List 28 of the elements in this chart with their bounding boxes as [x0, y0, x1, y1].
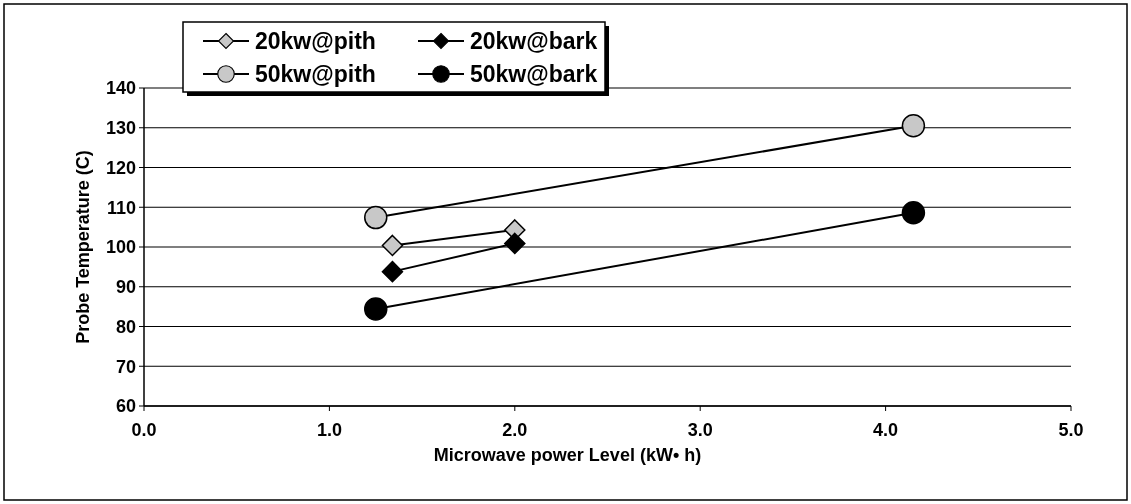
- y-tick-label: 90: [115, 277, 136, 298]
- x-tick-label: 0.0: [131, 420, 157, 440]
- x-axis-title: Microwave power Level (kW• h): [433, 445, 702, 465]
- y-tick-label: 130: [105, 118, 136, 139]
- legend-label: 20kw@bark: [470, 28, 598, 55]
- point: [901, 114, 926, 138]
- y-tick-label: 100: [105, 237, 136, 258]
- y-axis-title: Probe Temperature (C): [73, 150, 93, 344]
- point: [901, 201, 926, 225]
- point: [381, 234, 404, 257]
- y-tick-label: 140: [105, 78, 136, 99]
- y-tick-label: 80: [115, 316, 136, 337]
- legend-label: 50kw@pith: [255, 61, 376, 88]
- legend-label: 50kw@bark: [470, 61, 598, 88]
- y-tick-label: 60: [115, 396, 136, 417]
- point: [364, 297, 388, 321]
- legend-label: 20kw@pith: [255, 28, 376, 55]
- point: [364, 205, 388, 230]
- y-tick-label: 110: [106, 197, 136, 218]
- x-tick-label: 5.0: [1058, 420, 1084, 440]
- y-tick-label: 120: [105, 157, 136, 178]
- x-tick-label: 1.0: [316, 420, 342, 440]
- x-tick-label: 3.0: [687, 420, 713, 440]
- y-tick-label: 70: [115, 356, 136, 377]
- x-tick-label: 4.0: [873, 420, 899, 440]
- x-tick-label: 2.0: [502, 420, 528, 440]
- point: [381, 260, 404, 283]
- point: [504, 232, 526, 255]
